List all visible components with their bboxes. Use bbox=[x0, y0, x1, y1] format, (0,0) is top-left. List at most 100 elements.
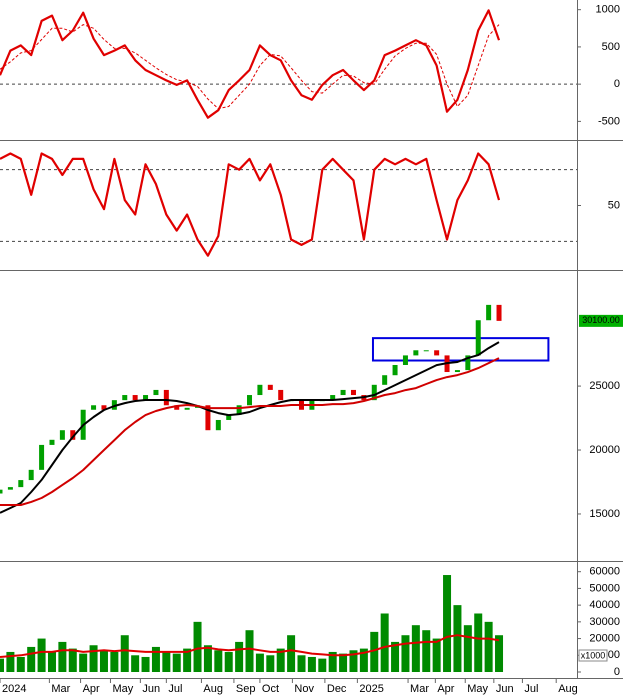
volume-bar bbox=[432, 638, 441, 672]
candle bbox=[423, 350, 429, 352]
volume-bar bbox=[474, 613, 483, 672]
series-line bbox=[0, 341, 500, 514]
volume-bar bbox=[349, 650, 358, 672]
volume-bar bbox=[297, 655, 306, 672]
candle bbox=[59, 430, 65, 440]
x-tick-label: Dec bbox=[327, 683, 347, 695]
volume-bar bbox=[37, 638, 46, 672]
volume-bar bbox=[214, 650, 223, 672]
y-tick-label: 50 bbox=[608, 199, 620, 211]
series-line bbox=[0, 357, 500, 506]
candle bbox=[132, 395, 138, 401]
candle bbox=[215, 419, 221, 431]
y-tick-label: 60000 bbox=[589, 566, 620, 578]
candle bbox=[434, 350, 440, 356]
candle bbox=[454, 370, 460, 373]
candle bbox=[392, 364, 398, 376]
volume-bar bbox=[193, 621, 202, 672]
volume-bar bbox=[401, 635, 410, 672]
last-price-label: 30100.00 bbox=[582, 315, 620, 325]
candle bbox=[184, 407, 190, 410]
volume-bar bbox=[0, 658, 4, 672]
candle bbox=[350, 389, 356, 396]
candle bbox=[122, 395, 128, 401]
candle bbox=[153, 389, 159, 396]
x-tick-label: Oct bbox=[262, 683, 279, 695]
candle bbox=[7, 487, 13, 490]
y-tick-label: 40000 bbox=[589, 599, 620, 611]
volume-bar bbox=[255, 653, 264, 672]
candle bbox=[174, 405, 180, 410]
y-tick-label: 0 bbox=[614, 666, 620, 678]
x-tick-label: Aug bbox=[558, 683, 578, 695]
volume-bar bbox=[203, 645, 212, 672]
volume-bar bbox=[141, 656, 150, 672]
unit-box bbox=[578, 649, 608, 662]
candle bbox=[39, 444, 45, 470]
candle bbox=[101, 405, 107, 410]
x-tick-label: May bbox=[467, 683, 488, 695]
candle bbox=[143, 395, 149, 401]
candle bbox=[205, 405, 211, 431]
volume-bar bbox=[79, 653, 88, 672]
volume-bar bbox=[370, 631, 379, 672]
x-tick-label: Apr bbox=[83, 683, 100, 695]
volume-bar bbox=[89, 645, 98, 672]
candle bbox=[475, 320, 481, 356]
y-tick-label: 50000 bbox=[589, 582, 620, 594]
candle bbox=[236, 405, 242, 415]
volume-bar bbox=[151, 646, 160, 672]
candle bbox=[49, 439, 55, 445]
volume-bar bbox=[318, 658, 327, 672]
series-line bbox=[0, 634, 500, 658]
volume-bar bbox=[287, 635, 296, 672]
y-tick-label: 20000 bbox=[589, 444, 620, 456]
volume-bar bbox=[391, 641, 400, 672]
candle bbox=[91, 405, 97, 410]
volume-bar bbox=[339, 653, 348, 672]
volume-bar bbox=[422, 630, 431, 672]
unit-label: x1000 bbox=[581, 650, 606, 660]
candle bbox=[163, 389, 169, 406]
frame bbox=[0, 0, 623, 679]
candle bbox=[496, 304, 502, 321]
volume-bar bbox=[307, 656, 316, 672]
volume-bar bbox=[245, 630, 254, 672]
volume-bar bbox=[99, 650, 108, 672]
candle bbox=[257, 384, 263, 396]
y-tick-label: 25000 bbox=[589, 380, 620, 392]
x-tick-label: 2025 bbox=[359, 683, 383, 695]
x-tick-label: May bbox=[112, 683, 133, 695]
candle bbox=[247, 395, 253, 406]
volume-bar bbox=[453, 605, 462, 672]
y-tick-label: 30000 bbox=[589, 616, 620, 628]
x-tick-label: Aug bbox=[203, 683, 223, 695]
candle bbox=[371, 384, 377, 401]
candle bbox=[18, 480, 24, 488]
y-tick-label: 0 bbox=[614, 78, 620, 90]
candle bbox=[402, 355, 408, 365]
candle bbox=[70, 430, 76, 440]
x-tick-label: Nov bbox=[294, 683, 314, 695]
volume-bar bbox=[68, 648, 77, 672]
x-tick-label: Sep bbox=[236, 683, 256, 695]
volume-bar bbox=[359, 648, 368, 672]
y-tick-label: 500 bbox=[602, 41, 620, 53]
volume-bar bbox=[484, 621, 493, 672]
volume-bar bbox=[266, 655, 275, 672]
x-tick-label: 2024 bbox=[2, 683, 26, 695]
y-tick-label: 20000 bbox=[589, 632, 620, 644]
volume-bar bbox=[224, 651, 233, 672]
volume-bar bbox=[411, 625, 420, 672]
x-tick-label: Mar bbox=[410, 683, 429, 695]
series-line bbox=[0, 152, 501, 257]
volume-bar bbox=[463, 625, 472, 672]
volume-bar bbox=[162, 651, 171, 672]
volume-bar bbox=[131, 655, 140, 672]
y-tick-label: -500 bbox=[598, 115, 620, 127]
volume-bar bbox=[183, 648, 192, 672]
volume-bar bbox=[380, 613, 389, 672]
volume-bar bbox=[6, 651, 15, 672]
series-line bbox=[0, 9, 501, 119]
